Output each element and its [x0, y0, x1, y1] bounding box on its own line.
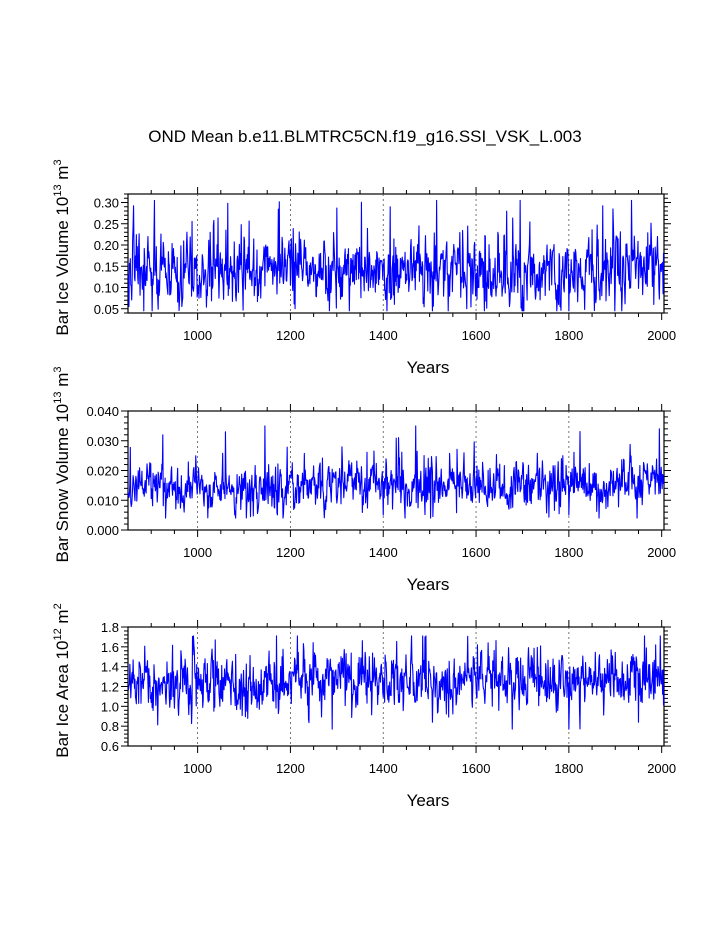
series-line [127, 199, 665, 312]
series-line [127, 425, 665, 519]
y-tick-label: 0.020 [86, 464, 119, 479]
y-tick-label: 0.040 [86, 404, 119, 419]
y-tick-label: 0.030 [86, 434, 119, 449]
x-tick-label: 1600 [462, 328, 491, 343]
series-line [127, 635, 665, 730]
y-tick-label: 0.8 [101, 719, 119, 734]
x-tick-label: 1800 [554, 761, 583, 776]
x-tick-label: 2000 [647, 545, 676, 560]
y-tick-label: 0.010 [86, 493, 119, 508]
x-tick-label: 2000 [647, 761, 676, 776]
y-axis-label: Bar Ice Area 1012 m2 [52, 603, 72, 757]
y-tick-label: 0.6 [101, 739, 119, 754]
x-tick-label: 1200 [276, 328, 305, 343]
y-tick-label: 0.25 [94, 217, 119, 232]
x-axis-label: Years [407, 575, 450, 594]
x-tick-label: 1800 [554, 545, 583, 560]
y-tick-label: 0.15 [94, 259, 119, 274]
x-tick-label: 1000 [183, 328, 212, 343]
y-tick-label: 0.000 [86, 523, 119, 538]
y-tick-label: 1.4 [101, 660, 119, 675]
y-tick-label: 0.20 [94, 238, 119, 253]
x-tick-label: 1200 [276, 545, 305, 560]
panel-ice-area: 1000 1200 1400 1600 1800 2000 0.6 0.8 1.0 1.2 1.4 1… [52, 603, 676, 810]
x-tick-label: 1000 [183, 761, 212, 776]
x-tick-label: 1000 [183, 545, 212, 560]
chart-title: OND Mean b.e11.BLMTRC5CN.f19_g16.SSI_VSK… [148, 127, 581, 146]
y-axis-label: Bar Snow Volume 1013 m3 [52, 366, 72, 562]
x-tick-label: 1400 [369, 761, 398, 776]
y-tick-label: 1.2 [101, 680, 119, 695]
panel-ice-volume: 1000 1200 1400 1600 1800 2000 0.05 0.10 0.15 0.20… [52, 159, 676, 377]
x-tick-label: 1200 [276, 761, 305, 776]
x-tick-label: 1600 [462, 545, 491, 560]
panel-snow-volume: 1000 1200 1400 1600 1800 2000 0.000 0.010 0.020 0… [52, 366, 676, 594]
x-tick-label: 2000 [647, 328, 676, 343]
y-tick-label: 0.30 [94, 196, 119, 211]
x-tick-label: 1400 [369, 328, 398, 343]
y-tick-label: 1.6 [101, 640, 119, 655]
x-tick-label: 1800 [554, 328, 583, 343]
y-tick-label: 1.8 [101, 620, 119, 635]
x-axis-label: Years [407, 358, 450, 377]
y-tick-label: 0.10 [94, 281, 119, 296]
y-tick-label: 1.0 [101, 699, 119, 714]
x-tick-label: 1400 [369, 545, 398, 560]
x-tick-label: 1600 [462, 761, 491, 776]
x-axis-label: Years [407, 791, 450, 810]
y-axis-label: Bar Ice Volume 1013 m3 [52, 159, 72, 335]
y-tick-label: 0.05 [94, 302, 119, 317]
